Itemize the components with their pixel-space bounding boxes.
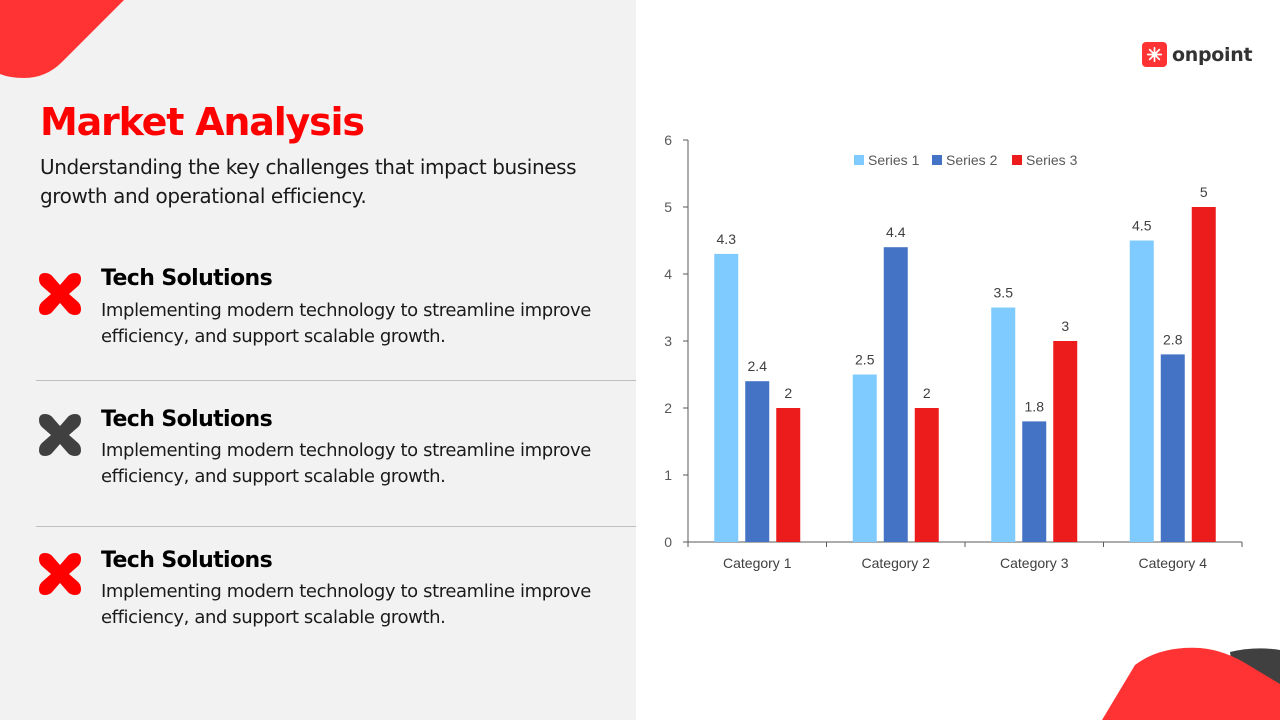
bar-series-2-1 — [745, 381, 770, 542]
bar-series-1-4 — [1129, 240, 1154, 542]
bar-series-1-2 — [852, 374, 877, 542]
page-title: Market Analysis — [40, 100, 365, 144]
brand-logo: onpoint — [1142, 42, 1253, 67]
x-tick-label: Category 1 — [723, 555, 792, 571]
data-label: 4.3 — [717, 231, 737, 247]
data-labels: 4.3 2.5 3.5 4.5 2.4 4.4 1.8 2.8 2 2 3 5 — [717, 184, 1208, 414]
item-description-1: Implementing modern technology to stream… — [101, 300, 591, 347]
y-tick-label: 4 — [664, 266, 672, 282]
corner-decoration-shape — [0, 0, 124, 78]
bar-series-1-1 — [714, 253, 739, 542]
x-shape-icon — [39, 553, 81, 595]
item-title-3: Tech Solutions — [101, 548, 273, 573]
bar-series-3-2 — [914, 408, 939, 542]
data-label: 2.5 — [855, 352, 875, 368]
x-axis: Category 1 Category 2 Category 3 Category 4 — [687, 541, 1243, 571]
data-label: 4.5 — [1132, 218, 1152, 234]
legend-label: Series 3 — [1026, 152, 1078, 168]
bar-series-3-3 — [1053, 341, 1078, 542]
y-tick-label: 5 — [664, 199, 672, 215]
bar-series-3-1 — [776, 408, 801, 542]
data-label: 2 — [784, 385, 792, 401]
brand-logo-text: onpoint — [1172, 43, 1253, 66]
left-panel: Market Analysis Understanding the key ch… — [0, 0, 636, 720]
y-tick-label: 2 — [664, 400, 672, 416]
divider-2 — [36, 526, 636, 527]
y-tick-label: 1 — [664, 467, 672, 483]
divider-1 — [36, 380, 636, 381]
item-icon-shape-2 — [39, 414, 81, 456]
x-tick-label: Category 2 — [862, 555, 931, 571]
data-label: 3 — [1061, 318, 1069, 334]
bar-series-3-4 — [1191, 207, 1216, 542]
x-shape-icon — [39, 414, 81, 456]
item-title-1: Tech Solutions — [101, 266, 273, 291]
bar-series-2-2 — [883, 247, 908, 542]
chart-legend: Series 1 Series 2 Series 3 — [854, 152, 1078, 168]
y-tick-label: 3 — [664, 333, 672, 349]
legend-swatch — [854, 155, 864, 165]
y-tick-label: 6 — [664, 132, 672, 148]
page-subtitle: Understanding the key challenges that im… — [40, 155, 577, 208]
bar-series-2-3 — [1022, 421, 1047, 542]
bars — [714, 207, 1216, 542]
data-label: 3.5 — [994, 285, 1014, 301]
x-tick-label: Category 4 — [1139, 555, 1208, 571]
item-icon-shape-1 — [39, 273, 81, 315]
x-tick-label: Category 3 — [1000, 555, 1069, 571]
item-description-2: Implementing modern technology to stream… — [101, 440, 591, 487]
legend-swatch — [932, 155, 942, 165]
legend-label: Series 1 — [868, 152, 920, 168]
item-title-2: Tech Solutions — [101, 407, 273, 432]
item-description-3: Implementing modern technology to stream… — [101, 581, 591, 628]
y-tick-label: 0 — [664, 534, 672, 550]
item-icon-shape-3 — [39, 553, 81, 595]
data-label: 2.8 — [1163, 331, 1183, 347]
data-label: 4.4 — [886, 224, 906, 240]
data-label: 2.4 — [748, 358, 768, 374]
legend-label: Series 2 — [946, 152, 998, 168]
legend-swatch — [1012, 155, 1022, 165]
data-label: 2 — [923, 385, 931, 401]
data-label: 5 — [1200, 184, 1208, 200]
y-axis: 0 1 2 3 4 5 6 — [664, 132, 689, 550]
x-shape-icon — [39, 273, 81, 315]
bar-series-2-4 — [1160, 354, 1185, 542]
bottom-decoration-shape — [1102, 647, 1280, 720]
starburst-icon — [1142, 42, 1167, 67]
bar-series-1-3 — [991, 307, 1016, 542]
data-label: 1.8 — [1025, 398, 1045, 414]
